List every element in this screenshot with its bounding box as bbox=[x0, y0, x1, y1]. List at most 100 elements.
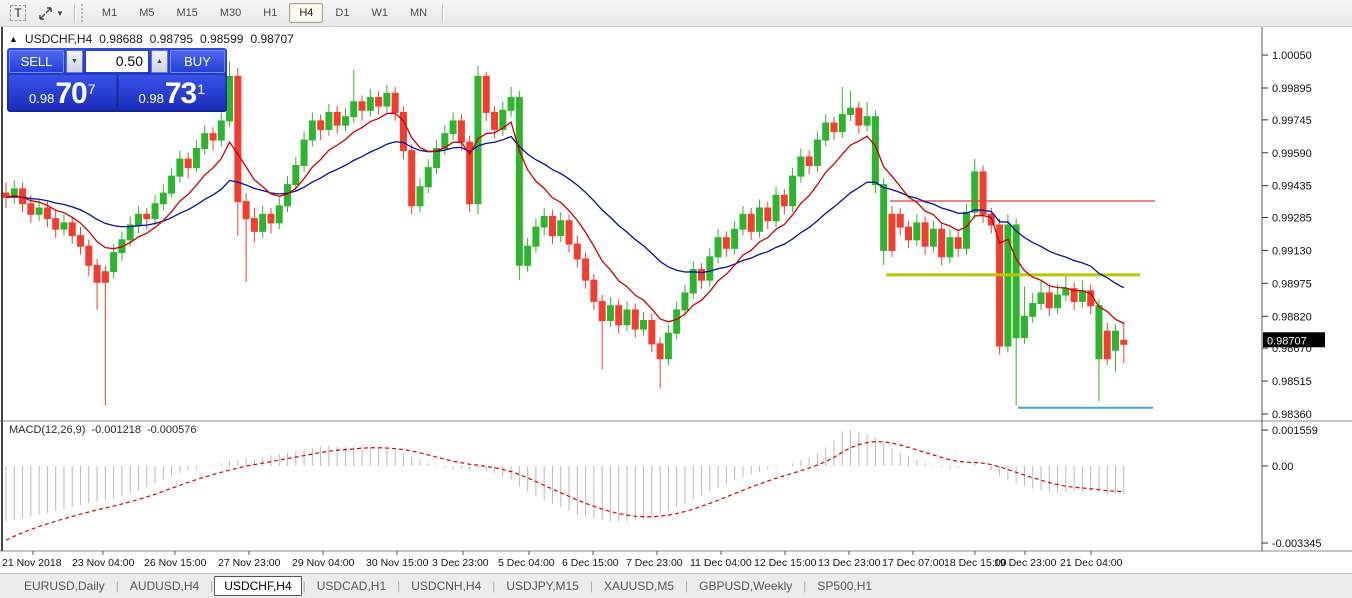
candle-body bbox=[209, 133, 217, 141]
sell-price-display[interactable]: 0.98 70 7 bbox=[9, 75, 116, 110]
chart-tab-eurusd[interactable]: EURUSD,Daily bbox=[24, 579, 105, 593]
candle-body bbox=[515, 97, 523, 266]
macd-axis-label[interactable]: 0.001559 bbox=[1272, 425, 1318, 437]
candle-body bbox=[648, 320, 656, 345]
text-tool-icon: T bbox=[10, 5, 26, 21]
volume-decrease-button[interactable]: ▼ bbox=[66, 50, 83, 73]
date-axis-label[interactable]: 18 Dec 15:00 bbox=[944, 557, 1007, 569]
date-axis-label[interactable]: 13 Dec 23:00 bbox=[818, 557, 881, 569]
candle-body bbox=[292, 165, 300, 186]
candle-body bbox=[532, 226, 540, 247]
candle-body bbox=[938, 228, 946, 258]
sell-button[interactable]: SELL bbox=[9, 50, 64, 73]
candle-body bbox=[433, 148, 441, 169]
candle-body bbox=[424, 167, 432, 188]
one-click-trade-panel: SELL ▼ 0.50 ▲ BUY 0.98 70 7 0.98 73 1 bbox=[7, 48, 227, 112]
price-axis-label[interactable]: 0.98515 bbox=[1272, 376, 1312, 388]
chart-tab-usdchf[interactable]: USDCHF,H4 bbox=[214, 576, 302, 596]
timeframe-button-m15[interactable]: M15 bbox=[176, 7, 198, 19]
buy-price-display[interactable]: 0.98 73 1 bbox=[118, 75, 225, 110]
candle-body bbox=[300, 139, 308, 167]
date-axis-label[interactable]: 23 Nov 04:00 bbox=[72, 557, 135, 569]
candle-body bbox=[43, 207, 51, 220]
timeframe-button-h1[interactable]: H1 bbox=[263, 7, 278, 19]
chart-tab-sp500[interactable]: SP500,H1 bbox=[817, 579, 873, 593]
candle-body bbox=[1020, 315, 1028, 339]
candle-body bbox=[805, 156, 813, 167]
tab-separator: | bbox=[803, 579, 807, 593]
price-axis-label[interactable]: 0.98975 bbox=[1272, 278, 1312, 290]
candle-body bbox=[1012, 224, 1020, 339]
price-axis-label[interactable]: 0.99745 bbox=[1272, 115, 1312, 127]
collapse-trade-panel-icon[interactable]: ▲ bbox=[9, 34, 18, 44]
timeframe-button-m5[interactable]: M5 bbox=[139, 7, 155, 19]
price-axis-label[interactable]: 0.99130 bbox=[1272, 245, 1312, 257]
chart-background bbox=[0, 27, 1352, 573]
date-axis-label[interactable]: 5 Dec 04:00 bbox=[498, 557, 555, 569]
price-axis-label[interactable]: 0.99590 bbox=[1272, 148, 1312, 160]
candle-body bbox=[457, 120, 465, 143]
timeframe-button-h4[interactable]: H4 bbox=[289, 3, 324, 23]
date-axis-label[interactable]: 3 Dec 23:00 bbox=[432, 557, 489, 569]
date-axis-label[interactable]: 29 Nov 04:00 bbox=[292, 557, 355, 569]
price-axis-label[interactable]: 0.98820 bbox=[1272, 311, 1312, 323]
candle-body bbox=[35, 207, 43, 215]
chart-tab-usdcad[interactable]: USDCAD,H1 bbox=[316, 579, 387, 593]
candle-body bbox=[540, 215, 548, 228]
timeframe-button-m1[interactable]: M1 bbox=[101, 7, 118, 19]
volume-increase-button[interactable]: ▲ bbox=[151, 50, 168, 73]
chart-tab-audusd[interactable]: AUDUSD,H4 bbox=[129, 579, 200, 593]
candle-body bbox=[1029, 303, 1037, 317]
candle-body bbox=[267, 213, 275, 224]
date-axis-label[interactable]: 11 Dec 04:00 bbox=[690, 557, 752, 569]
timeframe-button-mn[interactable]: MN bbox=[409, 7, 428, 19]
sell-price-sup: 7 bbox=[87, 81, 96, 97]
timeframe-button-d1[interactable]: D1 bbox=[335, 7, 350, 19]
date-axis-label[interactable]: 27 Nov 23:00 bbox=[218, 557, 281, 569]
macd-axis-label[interactable]: 0.00 bbox=[1272, 461, 1293, 473]
chart-tab-usdcnh[interactable]: USDCNH,H4 bbox=[411, 579, 482, 593]
candle-body bbox=[838, 114, 846, 133]
price-axis-label[interactable]: 1.00050 bbox=[1272, 50, 1312, 62]
candle-body bbox=[10, 188, 18, 198]
price-axis-label[interactable]: 0.98360 bbox=[1272, 409, 1312, 421]
date-axis-label[interactable]: 21 Nov 2018 bbox=[2, 557, 62, 569]
candle-body bbox=[93, 264, 101, 283]
timeframe-button-m30[interactable]: M30 bbox=[219, 7, 242, 19]
candle-body bbox=[698, 269, 706, 281]
price-axis-label[interactable]: 0.99895 bbox=[1272, 83, 1312, 95]
price-axis-label[interactable]: 0.99435 bbox=[1272, 181, 1312, 193]
chart-tab-usdjpy[interactable]: USDJPY,M15 bbox=[506, 579, 579, 593]
candle-body bbox=[706, 256, 714, 281]
date-axis-label[interactable]: 26 Nov 15:00 bbox=[144, 557, 207, 569]
tab-separator: | bbox=[302, 579, 306, 593]
price-axis-label[interactable]: 0.99285 bbox=[1272, 213, 1312, 225]
chart-tab-xauusd[interactable]: XAUUSD,M5 bbox=[604, 579, 675, 593]
date-axis-label[interactable]: 30 Nov 15:00 bbox=[366, 557, 429, 569]
date-axis-label[interactable]: 6 Dec 15:00 bbox=[562, 557, 619, 569]
candle-body bbox=[1004, 224, 1012, 347]
toolbar-grip bbox=[80, 4, 86, 22]
candle-body bbox=[598, 300, 606, 322]
chart-title: ▲ USDCHF,H4 0.98688 0.98795 0.98599 0.98… bbox=[9, 32, 294, 46]
toolbar-separator bbox=[73, 3, 75, 23]
chart-tab-gbpusd[interactable]: GBPUSD,Weekly bbox=[699, 579, 793, 593]
text-tool-button[interactable]: T bbox=[6, 4, 30, 23]
chart-tab-bar: EURUSD,Daily | AUDUSD,H4 | USDCHF,H4 | USDCAD,… bbox=[0, 573, 1352, 598]
date-axis-label[interactable]: 12 Dec 15:00 bbox=[754, 557, 817, 569]
date-axis-label[interactable]: 7 Dec 23:00 bbox=[626, 557, 683, 569]
timeframe-button-w1[interactable]: W1 bbox=[371, 7, 388, 19]
buy-price-sup: 1 bbox=[197, 81, 205, 97]
date-axis-label[interactable]: 21 Dec 04:00 bbox=[1060, 557, 1123, 569]
cursor-arrows-button[interactable]: ▼ bbox=[35, 4, 67, 23]
candle-body bbox=[582, 258, 590, 281]
candle-body bbox=[664, 332, 672, 360]
candle-body bbox=[68, 222, 76, 237]
candle-body bbox=[126, 224, 134, 241]
date-axis-label[interactable]: 17 Dec 07:00 bbox=[882, 557, 945, 569]
macd-axis-label[interactable]: -0.003345 bbox=[1272, 538, 1322, 550]
date-axis-label[interactable]: 19 Dec 23:00 bbox=[994, 557, 1057, 569]
volume-input[interactable]: 0.50 bbox=[85, 50, 149, 73]
buy-button[interactable]: BUY bbox=[170, 50, 225, 73]
